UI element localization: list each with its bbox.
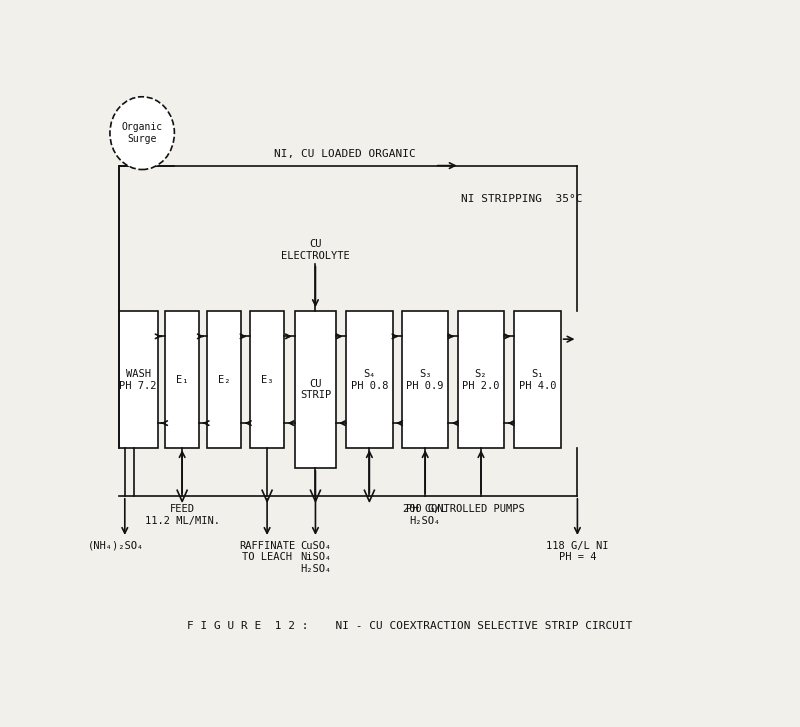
Text: S₂
PH 2.0: S₂ PH 2.0 bbox=[462, 369, 500, 390]
Text: 118 G/L NI
PH = 4: 118 G/L NI PH = 4 bbox=[546, 541, 609, 562]
Text: RAFFINATE
TO LEACH: RAFFINATE TO LEACH bbox=[239, 541, 295, 562]
Bar bbox=[118, 311, 158, 449]
Text: (NH₄)₂SO₄: (NH₄)₂SO₄ bbox=[87, 541, 144, 550]
Bar bbox=[458, 311, 504, 449]
Ellipse shape bbox=[110, 97, 174, 169]
Bar bbox=[514, 311, 561, 449]
Text: NI, CU LOADED ORGANIC: NI, CU LOADED ORGANIC bbox=[274, 149, 415, 159]
Bar bbox=[165, 311, 199, 449]
Text: Organic
Surge: Organic Surge bbox=[122, 122, 162, 144]
Text: WASH
PH 7.2: WASH PH 7.2 bbox=[119, 369, 157, 390]
Text: CuSO₄
NiSO₄
H₂SO₄: CuSO₄ NiSO₄ H₂SO₄ bbox=[300, 541, 331, 574]
Text: CU
STRIP: CU STRIP bbox=[300, 379, 331, 401]
Text: PH CONTROLLED PUMPS: PH CONTROLLED PUMPS bbox=[406, 505, 525, 514]
Bar bbox=[346, 311, 393, 449]
Bar bbox=[295, 311, 336, 468]
Text: NI STRIPPING  35°C: NI STRIPPING 35°C bbox=[461, 194, 582, 204]
Text: S₄
PH 0.8: S₄ PH 0.8 bbox=[350, 369, 388, 390]
Text: S₁
PH 4.0: S₁ PH 4.0 bbox=[518, 369, 556, 390]
Text: E₁: E₁ bbox=[176, 374, 189, 385]
Text: F I G U R E  1 2 :    NI - CU COEXTRACTION SELECTIVE STRIP CIRCUIT: F I G U R E 1 2 : NI - CU COEXTRACTION S… bbox=[187, 621, 633, 631]
Bar bbox=[402, 311, 449, 449]
Text: S₃
PH 0.9: S₃ PH 0.9 bbox=[406, 369, 444, 390]
Text: FEED
11.2 ML/MIN.: FEED 11.2 ML/MIN. bbox=[145, 505, 220, 526]
Bar bbox=[250, 311, 284, 449]
Text: E₃: E₃ bbox=[261, 374, 274, 385]
Text: E₂: E₂ bbox=[218, 374, 230, 385]
Text: 200 G/L
H₂SO₄: 200 G/L H₂SO₄ bbox=[403, 505, 447, 526]
Bar bbox=[207, 311, 242, 449]
Text: CU
ELECTROLYTE: CU ELECTROLYTE bbox=[281, 239, 350, 261]
